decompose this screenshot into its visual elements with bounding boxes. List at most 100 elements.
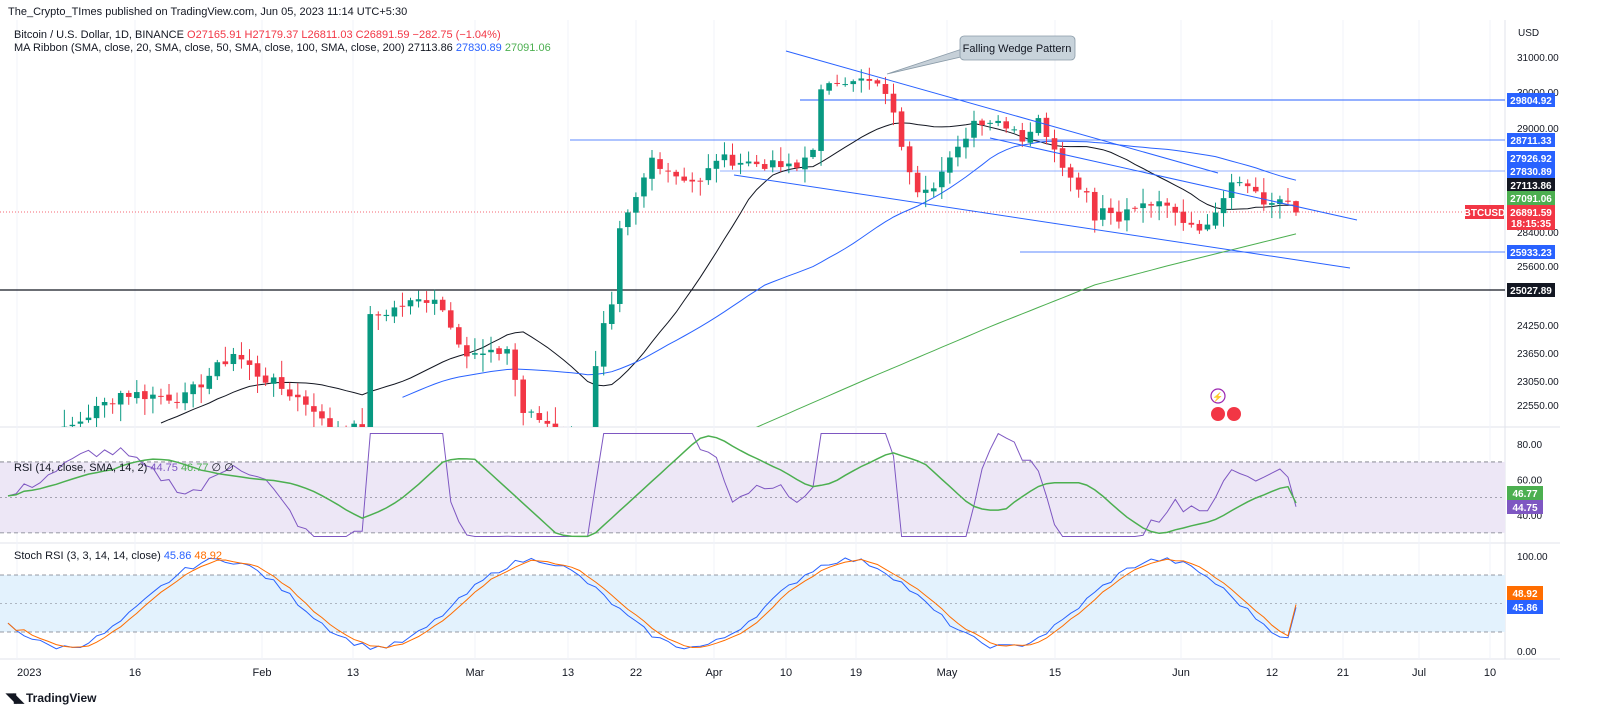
- time-tick-label: Apr: [705, 667, 722, 679]
- price-label-box: [1507, 133, 1555, 147]
- rsi-tick-label: 40.00: [1517, 511, 1542, 522]
- candle-body: [842, 84, 848, 86]
- candle-body: [319, 411, 325, 419]
- candle-body: [464, 345, 470, 357]
- candle-body: [858, 78, 865, 81]
- stoch-value-text: 45.86: [1512, 603, 1537, 614]
- candle-body: [1124, 209, 1130, 221]
- candle-body: [1140, 203, 1146, 209]
- candle-body: [794, 162, 800, 168]
- rsi-value-box: [1507, 486, 1543, 500]
- candle-body: [351, 423, 357, 427]
- candle-body: [359, 424, 365, 427]
- candle-body: [182, 392, 188, 404]
- candle-body: [914, 172, 921, 193]
- time-tick-label: Mar: [466, 667, 485, 679]
- ma100-value: 27091.06: [504, 42, 551, 54]
- lightning-event-icon: [1210, 388, 1226, 404]
- main-pane: Falling Wedge Pattern ⚡: [0, 35, 1505, 448]
- candle-body: [947, 157, 953, 173]
- stoch-label: Stoch RSI (3, 3, 14, 14, close): [14, 550, 161, 562]
- price-tick-label: 24250.00: [1517, 321, 1559, 332]
- tradingview-logo[interactable]: ◥◣ TradingView: [6, 690, 96, 706]
- publisher-line: The_Crypto_TImes published on TradingVie…: [8, 6, 408, 18]
- candle-body: [1019, 130, 1026, 142]
- time-tick-label: May: [937, 667, 958, 679]
- time-tick-label: 2023: [17, 667, 41, 679]
- candle-body: [1059, 148, 1066, 168]
- candle-body: [649, 157, 655, 179]
- time-tick-label: 21: [1337, 667, 1349, 679]
- ohlc-low: L26811.03: [301, 29, 353, 41]
- stoch-d-value: 48.92: [194, 550, 222, 562]
- candle-body: [761, 164, 768, 169]
- candle-body: [1285, 200, 1291, 202]
- candle-body: [1228, 182, 1235, 198]
- candle-body: [109, 403, 116, 405]
- price-label-text: 25027.89: [1510, 286, 1552, 297]
- candle-body: [1132, 207, 1138, 209]
- candle-body: [979, 120, 985, 125]
- price-label-box: [1507, 245, 1555, 259]
- currency-label: USD: [1518, 28, 1539, 39]
- candle-body: [890, 93, 897, 113]
- economic-event-icon: [1227, 407, 1241, 421]
- ma50-line: [402, 140, 1297, 398]
- wedge-upper-extension: [989, 137, 1358, 221]
- ma200-line: [755, 233, 1297, 427]
- candle-body: [415, 299, 422, 302]
- candle-body: [1188, 222, 1195, 225]
- time-tick-label: 15: [1049, 667, 1061, 679]
- ohlc-high: H27179.37: [244, 29, 299, 41]
- candle-body: [1148, 204, 1154, 206]
- candle-body: [1003, 121, 1009, 129]
- candle-body: [1083, 191, 1090, 193]
- stoch-value-box: [1507, 586, 1543, 600]
- candle-body: [246, 360, 253, 365]
- candle-body: [1277, 199, 1283, 205]
- stoch-k-line: [7, 557, 1297, 650]
- candle-body: [810, 149, 816, 158]
- candle-body: [1108, 207, 1114, 214]
- price-tick-label: 23050.00: [1517, 377, 1559, 388]
- symbol-price-tag: [1465, 205, 1504, 219]
- candle-body: [544, 420, 551, 424]
- candle-body: [617, 228, 623, 304]
- rsi-value: 44.75: [150, 462, 178, 474]
- candle-body: [375, 314, 382, 316]
- candle-body: [1156, 201, 1162, 207]
- candle-body: [1091, 191, 1098, 221]
- candle-body: [898, 111, 905, 147]
- price-tick-label: 29000.00: [1517, 124, 1559, 135]
- tradingview-logo-icon: ◥◣: [6, 690, 24, 705]
- price-tick-label: 25600.00: [1517, 262, 1559, 273]
- time-tick-label: 16: [129, 667, 141, 679]
- candle-body: [150, 394, 156, 399]
- candle-body: [737, 162, 744, 165]
- candle-body: [802, 157, 808, 170]
- symbol-name: Bitcoin / U.S. Dollar, 1D, BINANCE: [14, 29, 184, 41]
- candle-body: [1035, 118, 1042, 134]
- candle-body: [995, 120, 1001, 124]
- candle-body: [786, 163, 792, 167]
- price-tick-label: 22550.00: [1517, 401, 1559, 412]
- candle-body: [665, 170, 671, 172]
- price-label-box: [1507, 151, 1555, 165]
- candle-body: [512, 349, 518, 380]
- candle-body: [906, 146, 913, 173]
- stoch-k-value: 45.86: [163, 550, 192, 562]
- candle-body: [303, 396, 309, 405]
- candle-body: [866, 78, 873, 81]
- candle-body: [1075, 177, 1082, 190]
- candle-body: [577, 434, 583, 448]
- candle-body: [391, 307, 398, 317]
- candle-body: [673, 171, 679, 177]
- candle-body: [472, 353, 478, 355]
- candle-body: [681, 176, 687, 181]
- candle-body: [367, 314, 374, 427]
- candle-body: [383, 314, 390, 317]
- candle-body: [1212, 212, 1219, 226]
- candle-body: [971, 120, 977, 138]
- candle-body: [439, 299, 446, 311]
